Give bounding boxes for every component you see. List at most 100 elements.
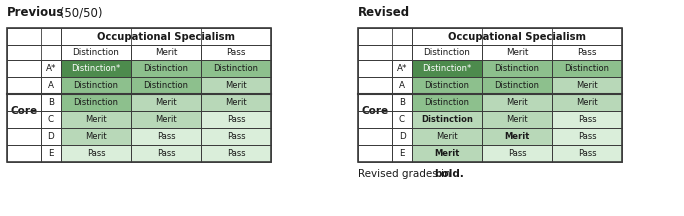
Text: A: A xyxy=(399,81,405,90)
Text: Distinction: Distinction xyxy=(425,98,469,107)
Text: (50/50): (50/50) xyxy=(56,6,103,19)
Bar xyxy=(358,60,392,77)
Text: Merit: Merit xyxy=(86,132,107,141)
Bar xyxy=(41,94,61,111)
Text: Merit: Merit xyxy=(506,98,528,107)
Bar xyxy=(552,45,622,60)
Text: Distinction: Distinction xyxy=(425,81,469,90)
Text: Merit: Merit xyxy=(434,149,460,158)
Text: Distinction: Distinction xyxy=(213,64,259,73)
Text: Occupational Specialism: Occupational Specialism xyxy=(97,32,235,41)
Bar xyxy=(201,45,271,60)
Bar xyxy=(131,111,201,128)
Bar xyxy=(61,128,131,145)
Bar xyxy=(358,145,392,162)
Bar xyxy=(358,28,412,45)
Text: Revised: Revised xyxy=(358,6,410,19)
Text: Distinction: Distinction xyxy=(564,64,609,73)
Bar xyxy=(7,77,41,94)
Bar xyxy=(358,128,392,145)
Bar xyxy=(482,45,552,60)
Text: E: E xyxy=(49,149,54,158)
Bar xyxy=(61,94,131,111)
Bar xyxy=(201,94,271,111)
Bar xyxy=(131,128,201,145)
Bar xyxy=(482,94,552,111)
Bar xyxy=(358,45,412,60)
Bar xyxy=(7,28,61,45)
Text: Merit: Merit xyxy=(576,98,598,107)
Bar xyxy=(392,111,412,128)
Bar xyxy=(392,60,412,77)
Text: Pass: Pass xyxy=(578,115,596,124)
Text: Distinction: Distinction xyxy=(144,81,189,90)
Text: Occupational Specialism: Occupational Specialism xyxy=(448,32,586,41)
Bar xyxy=(131,45,201,60)
Text: Merit: Merit xyxy=(576,81,598,90)
Bar xyxy=(482,77,552,94)
Bar xyxy=(61,111,131,128)
Bar xyxy=(41,77,61,94)
Bar xyxy=(61,77,131,94)
Text: D: D xyxy=(399,132,406,141)
Text: Core: Core xyxy=(10,106,38,116)
Text: Pass: Pass xyxy=(577,48,596,57)
Bar xyxy=(7,60,41,77)
Text: Pass: Pass xyxy=(226,115,246,124)
Text: Pass: Pass xyxy=(226,48,246,57)
Text: Merit: Merit xyxy=(504,132,529,141)
Text: Distinction: Distinction xyxy=(495,64,540,73)
Text: Merit: Merit xyxy=(86,115,107,124)
Bar xyxy=(131,60,201,77)
Bar xyxy=(358,94,392,111)
Text: Distinction: Distinction xyxy=(73,98,118,107)
Text: Distinction: Distinction xyxy=(73,81,118,90)
Bar xyxy=(552,145,622,162)
Bar xyxy=(552,128,622,145)
Text: B: B xyxy=(399,98,405,107)
Bar xyxy=(201,77,271,94)
Text: Pass: Pass xyxy=(87,149,105,158)
Text: Merit: Merit xyxy=(225,81,247,90)
Bar xyxy=(358,77,392,94)
Text: Merit: Merit xyxy=(506,115,528,124)
Bar xyxy=(201,128,271,145)
Text: C: C xyxy=(48,115,54,124)
Bar xyxy=(482,145,552,162)
Bar xyxy=(7,111,41,128)
Text: Pass: Pass xyxy=(508,149,526,158)
Bar xyxy=(552,60,622,77)
Bar xyxy=(7,128,41,145)
Bar xyxy=(358,111,392,128)
Bar xyxy=(552,111,622,128)
Text: Previous: Previous xyxy=(7,6,64,19)
Bar xyxy=(412,145,482,162)
Text: Pass: Pass xyxy=(226,132,246,141)
Bar xyxy=(392,77,412,94)
Bar xyxy=(482,60,552,77)
Text: C: C xyxy=(399,115,405,124)
Text: Merit: Merit xyxy=(155,115,176,124)
Bar xyxy=(412,94,482,111)
Text: A*: A* xyxy=(46,64,56,73)
Bar xyxy=(201,111,271,128)
Text: Distinction: Distinction xyxy=(73,48,120,57)
Text: Pass: Pass xyxy=(157,132,175,141)
Bar xyxy=(482,111,552,128)
Bar xyxy=(412,111,482,128)
Text: Distinction: Distinction xyxy=(423,48,471,57)
Bar xyxy=(7,94,41,111)
Bar xyxy=(7,28,271,162)
Bar xyxy=(201,60,271,77)
Text: Pass: Pass xyxy=(578,149,596,158)
Text: A*: A* xyxy=(397,64,407,73)
Bar xyxy=(131,77,201,94)
Bar xyxy=(358,28,622,162)
Bar xyxy=(41,111,61,128)
Text: Distinction: Distinction xyxy=(495,81,540,90)
Text: B: B xyxy=(48,98,54,107)
Text: Distinction: Distinction xyxy=(144,64,189,73)
Bar xyxy=(131,145,201,162)
Text: E: E xyxy=(399,149,405,158)
Bar xyxy=(201,145,271,162)
